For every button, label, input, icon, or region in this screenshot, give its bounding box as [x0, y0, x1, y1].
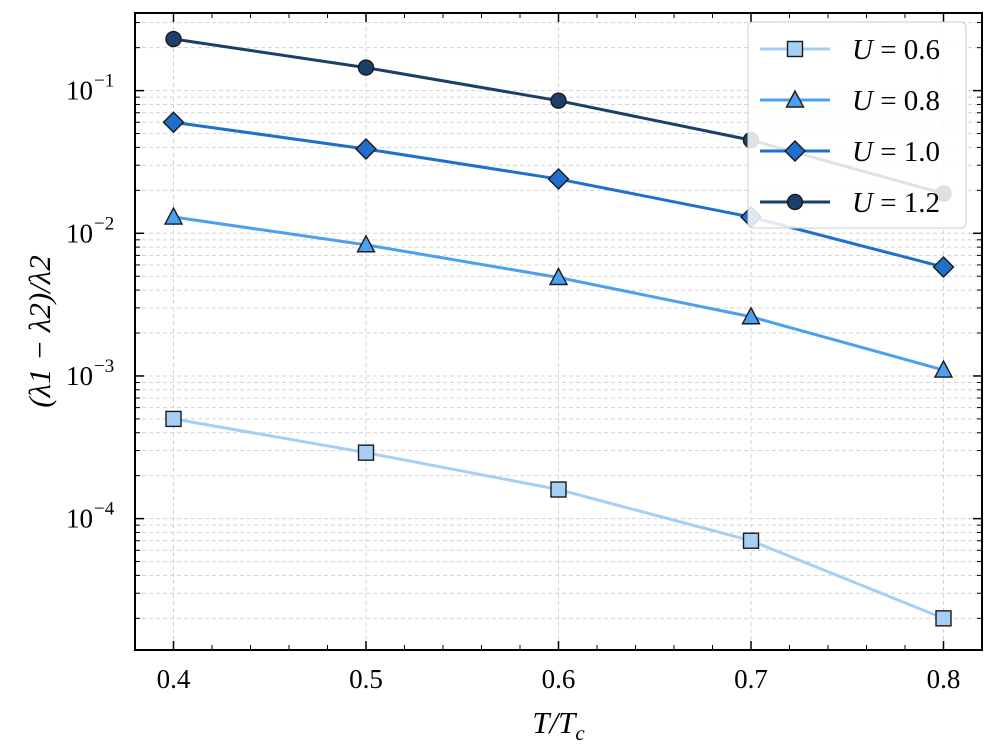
- data-point-3-0: [165, 30, 182, 48]
- legend-label-2: U = 1.0: [852, 136, 940, 168]
- y-tick-label-exponent: −4: [94, 499, 115, 520]
- axis-ticks: [135, 13, 982, 650]
- data-point-0-3: [742, 532, 760, 549]
- y-tick-label: 10: [66, 361, 93, 391]
- data-point-1-4: [933, 359, 954, 378]
- grid-lines: [135, 13, 982, 650]
- data-point-2-2: [547, 168, 570, 191]
- y-tick-labels: 10−110−210−310−4: [66, 71, 115, 534]
- data-point-1-2: [548, 266, 569, 286]
- data-point-0-4: [935, 610, 952, 627]
- x-tick-label: 0.4: [157, 664, 191, 694]
- x-tick-labels: 0.4 0.5 0.6 0.7 0.8: [157, 664, 961, 694]
- legend-box: [747, 21, 967, 229]
- x-tick-label: 0.6: [542, 664, 576, 694]
- legend: U = 0.6 U = 0.8 U = 1.0 U = 1.2: [747, 21, 967, 229]
- y-axis-title: (λ1 − λ2)/λ2: [22, 255, 57, 407]
- data-point-2-1: [355, 137, 377, 160]
- legend-label-1: U = 0.8: [852, 85, 940, 117]
- data-point-2-4: [932, 256, 955, 279]
- legend-marker-1: [785, 89, 805, 108]
- y-tick-label: 10: [66, 504, 93, 534]
- y-tick-label: 10: [66, 76, 93, 106]
- legend-marker-3: [786, 193, 804, 211]
- x-tick-label: 0.8: [927, 664, 961, 694]
- legend-marker-0: [786, 40, 804, 58]
- data-point-3-2: [550, 92, 567, 109]
- y-tick-label: 10: [66, 218, 93, 248]
- y-tick-label-exponent: −1: [94, 71, 114, 92]
- x-tick-label: 0.7: [734, 664, 768, 694]
- data-point-2-0: [162, 111, 185, 134]
- data-point-1-3: [741, 306, 761, 325]
- data-point-0-1: [357, 444, 375, 461]
- x-axis-title: T/Tc: [532, 705, 585, 745]
- data-point-1-1: [356, 234, 376, 253]
- y-tick-label-exponent: −2: [94, 213, 114, 234]
- x-tick-label: 0.5: [349, 664, 383, 694]
- data-point-3-1: [357, 59, 375, 76]
- data-point-0-2: [550, 481, 567, 498]
- data-point-1-0: [163, 206, 184, 225]
- legend-label-0: U = 0.6: [852, 34, 940, 66]
- legend-marker-2: [784, 140, 806, 162]
- data-point-0-0: [165, 410, 182, 428]
- y-tick-label-exponent: −3: [94, 356, 114, 377]
- legend-label-3: U = 1.2: [852, 187, 940, 219]
